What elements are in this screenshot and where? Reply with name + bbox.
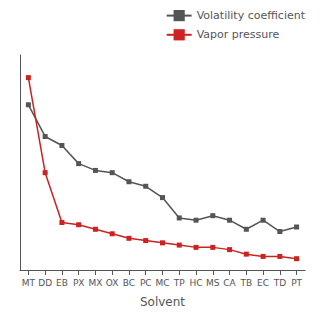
svg-text:EB: EB: [56, 278, 68, 288]
svg-text:CA: CA: [223, 278, 236, 288]
svg-text:Volatility coefficient: Volatility coefficient: [197, 9, 306, 22]
svg-text:PC: PC: [140, 278, 152, 288]
svg-text:MS: MS: [206, 278, 220, 288]
svg-text:MC: MC: [155, 278, 169, 288]
svg-text:PX: PX: [73, 278, 85, 288]
svg-text:HC: HC: [189, 278, 202, 288]
svg-text:Vapor pressure: Vapor pressure: [197, 28, 280, 41]
svg-text:BC: BC: [123, 278, 135, 288]
svg-text:Solvent: Solvent: [140, 295, 185, 309]
svg-text:PT: PT: [291, 278, 302, 288]
svg-text:TP: TP: [173, 278, 185, 288]
svg-text:MT: MT: [22, 278, 36, 288]
svg-text:TB: TB: [239, 278, 252, 288]
svg-text:DD: DD: [38, 278, 52, 288]
svg-text:MX: MX: [88, 278, 102, 288]
svg-text:TD: TD: [273, 278, 286, 288]
svg-text:OX: OX: [106, 278, 119, 288]
svg-text:EC: EC: [257, 278, 269, 288]
